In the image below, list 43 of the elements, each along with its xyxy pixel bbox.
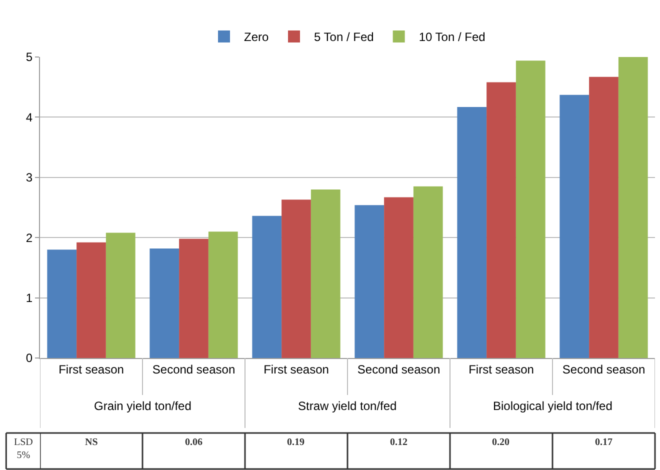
legend-label: 10 Ton / Fed (418, 30, 486, 44)
bar (76, 242, 106, 358)
bar (208, 232, 238, 358)
bar (384, 197, 414, 358)
text: 0.12 (390, 437, 408, 448)
bar (252, 216, 282, 358)
text: 0.06 (185, 437, 202, 448)
y-tick-label: 3 (26, 170, 33, 185)
x-tick-label: Second season (562, 362, 646, 376)
bar (618, 57, 648, 358)
text: Straw yield ton/fed (298, 399, 397, 413)
text: 0.19 (287, 437, 304, 448)
legend-label: 5 Ton / Fed (314, 30, 374, 44)
legend-label: Zero (244, 30, 269, 44)
text: LSD 5% (14, 437, 33, 461)
text: Biological yield ton/fed (493, 399, 612, 413)
bar (150, 248, 180, 358)
bar (310, 189, 340, 358)
bar (282, 200, 311, 358)
bar (354, 205, 384, 358)
bar (457, 106, 487, 358)
x-tick-label: Second season (152, 362, 236, 376)
bar (413, 186, 443, 358)
bar (47, 250, 77, 358)
x-tick-label: First season (58, 362, 124, 376)
bar (560, 94, 590, 358)
bar (589, 76, 618, 358)
x-tick-label: Second season (357, 362, 440, 376)
y-tick-label: 4 (26, 110, 33, 124)
y-tick-label: 2 (26, 230, 33, 245)
bar (106, 232, 136, 358)
text: 0.17 (595, 437, 612, 448)
y-tick-label: 1 (26, 291, 33, 305)
text: 0.20 (492, 437, 510, 448)
bar (516, 60, 546, 358)
x-tick-label: First season (264, 362, 329, 376)
y-tick-label: 0 (26, 351, 33, 366)
text: Grain yield ton/fed (94, 399, 192, 413)
bar (486, 82, 516, 358)
x-tick-label: First season (468, 362, 534, 376)
y-tick-label: 5 (26, 50, 33, 64)
bar (179, 238, 208, 358)
text: NS (85, 437, 98, 448)
